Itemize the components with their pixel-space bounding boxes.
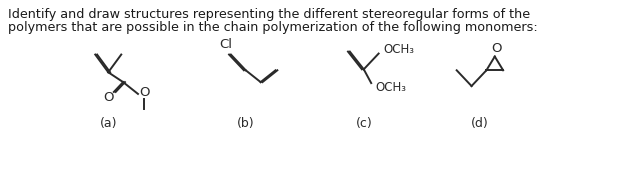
Text: O: O bbox=[103, 91, 113, 104]
Text: (b): (b) bbox=[237, 117, 254, 130]
Text: Cl: Cl bbox=[219, 38, 232, 51]
Text: OCH₃: OCH₃ bbox=[375, 81, 406, 93]
Text: O: O bbox=[139, 86, 149, 99]
Text: Identify and draw structures representing the different stereoregular forms of t: Identify and draw structures representin… bbox=[8, 8, 530, 21]
Text: O: O bbox=[492, 42, 502, 55]
Text: OCH₃: OCH₃ bbox=[384, 43, 415, 56]
Text: (d): (d) bbox=[471, 117, 489, 130]
Text: (a): (a) bbox=[99, 117, 117, 130]
Text: (c): (c) bbox=[356, 117, 372, 130]
Text: polymers that are possible in the chain polymerization of the following monomers: polymers that are possible in the chain … bbox=[8, 21, 537, 34]
